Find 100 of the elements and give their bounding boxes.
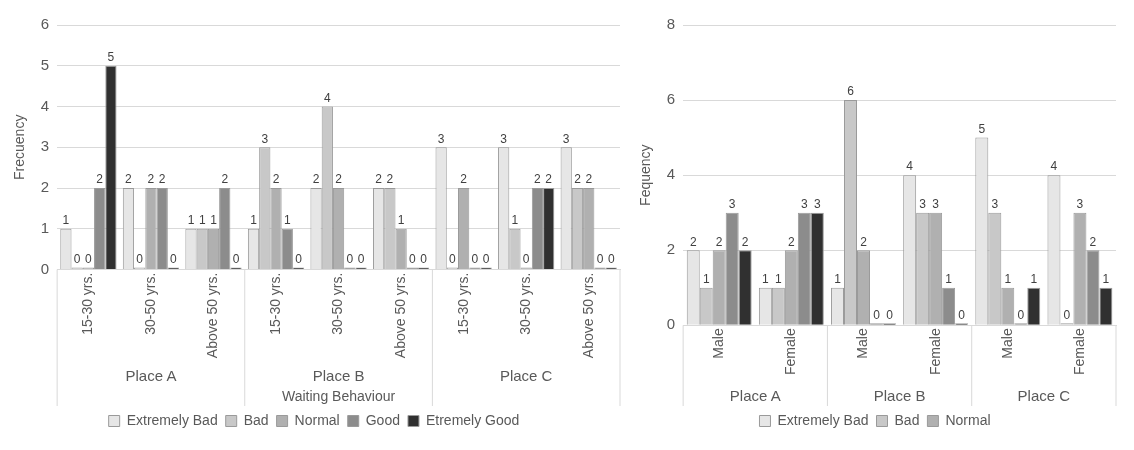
data-label: 3	[991, 197, 999, 212]
y-tick-label: 2	[666, 240, 676, 258]
data-label: 0	[1017, 307, 1025, 322]
x-tick-label: 15-30 yrs.	[454, 272, 471, 335]
data-label: 3	[437, 131, 445, 146]
data-label: 1	[702, 272, 710, 287]
data-label: 2	[788, 234, 796, 249]
y-tick-label: 2	[40, 178, 50, 196]
data-label: 4	[906, 159, 914, 174]
data-label: 2	[147, 172, 155, 187]
data-label: 4	[1050, 159, 1058, 174]
data-label: 2	[272, 172, 280, 187]
y-tick-label: 8	[666, 15, 676, 33]
x-tick-label: Female	[782, 328, 799, 375]
data-label: 3	[932, 197, 940, 212]
data-label: 0	[886, 307, 894, 322]
data-label: 0	[607, 251, 615, 266]
x-tick-label: 15-30 yrs.	[266, 272, 283, 335]
data-label: 2	[335, 172, 343, 187]
x-tick-label: Male	[710, 328, 727, 359]
data-label: 1	[1004, 272, 1012, 287]
data-label: 1	[250, 213, 258, 228]
data-label: 2	[715, 234, 723, 249]
y-tick-label: 5	[40, 55, 50, 73]
legend-label: Etremely Good	[425, 411, 520, 428]
y-tick-label: 6	[666, 90, 676, 108]
x-tick-label: 15-30 yrs.	[79, 272, 96, 335]
data-label: 0	[449, 251, 457, 266]
data-label: 2	[689, 234, 697, 249]
data-label: 1	[198, 213, 206, 228]
legend-label: Extremely Bad	[126, 411, 218, 428]
data-label: 3	[500, 131, 508, 146]
data-label: 2	[312, 172, 320, 187]
y-tick-label: 0	[40, 259, 50, 277]
text: Place A	[125, 366, 177, 384]
x-tick-label: Male	[854, 328, 871, 359]
data-label: 0	[471, 251, 479, 266]
data-label: 3	[728, 197, 736, 212]
x-tick-label: Female	[926, 328, 943, 375]
data-label: 0	[357, 251, 365, 266]
data-label: 2	[860, 234, 868, 249]
legend-label: Extremely Bad	[777, 411, 869, 428]
data-label: 0	[295, 251, 303, 266]
data-label: 3	[813, 197, 821, 212]
legend-label: Normal	[294, 411, 340, 428]
text: Place A	[729, 386, 781, 404]
data-label: 0	[958, 307, 966, 322]
data-label: 2	[741, 234, 749, 249]
data-label: 1	[210, 213, 218, 228]
data-label: 5	[978, 121, 986, 136]
data-label: 3	[261, 131, 269, 146]
text: Place C	[1017, 386, 1071, 404]
data-label: 2	[534, 172, 542, 187]
data-label: 1	[511, 213, 519, 228]
data-label: 2	[585, 172, 593, 187]
data-label: 0	[596, 251, 604, 266]
x-tick-label: 30-50 yrs.	[141, 272, 158, 335]
data-label: 2	[375, 172, 383, 187]
legend-label: Bad	[894, 411, 920, 428]
data-label: 2	[386, 172, 394, 187]
data-label: 0	[170, 251, 178, 266]
legend-label: Bad	[243, 411, 269, 428]
data-label: 0	[409, 251, 417, 266]
data-label: 0	[482, 251, 490, 266]
data-label: 2	[574, 172, 582, 187]
data-label: 6	[847, 84, 855, 99]
data-label: 0	[346, 251, 354, 266]
text: Place C	[499, 366, 553, 384]
data-label: 3	[1076, 197, 1084, 212]
data-label: 3	[562, 131, 570, 146]
data-label: 1	[762, 272, 770, 287]
data-label: 0	[873, 307, 881, 322]
data-label: 4	[323, 90, 331, 105]
data-label: 1	[775, 272, 783, 287]
data-label: 0	[136, 251, 144, 266]
data-label: 0	[522, 251, 530, 266]
x-tick-label: Female	[1070, 328, 1087, 375]
data-label: 5	[107, 50, 115, 65]
data-label: 1	[187, 213, 195, 228]
data-label: 1	[397, 213, 405, 228]
x-tick-label: Above 50 yrs.	[579, 272, 596, 359]
data-label: 1	[834, 272, 842, 287]
data-label: 2	[158, 172, 166, 187]
y-tick-label: 0	[666, 315, 676, 333]
data-label: 2	[1089, 234, 1097, 249]
y-tick-label: 4	[666, 165, 676, 183]
data-label: 2	[221, 172, 229, 187]
legend-label: Normal	[945, 411, 991, 428]
data-label: 2	[545, 172, 553, 187]
y-tick-label: 3	[40, 137, 50, 155]
y-axis-title: Fequency	[637, 144, 654, 206]
data-label: 3	[801, 197, 808, 212]
y-tick-label: 1	[40, 218, 50, 236]
text: Place B	[312, 366, 365, 384]
data-label: 3	[919, 197, 927, 212]
data-label: 1	[283, 213, 291, 228]
x-tick-label: Above 50 yrs.	[391, 272, 408, 359]
data-label: 2	[460, 172, 468, 187]
data-label: 1	[1102, 272, 1110, 287]
data-label: 1	[62, 213, 70, 228]
